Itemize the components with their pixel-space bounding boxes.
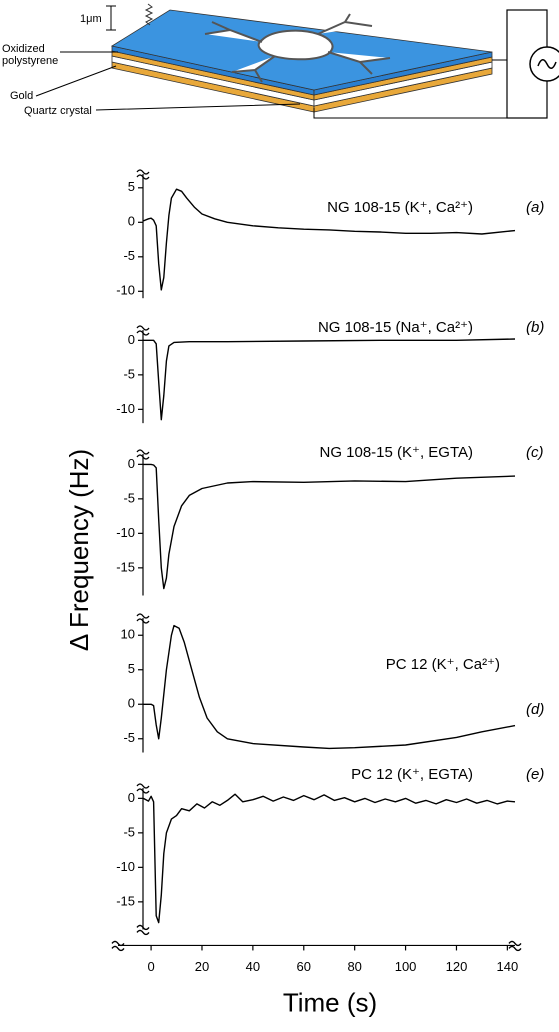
x-tick-label: 20 [195,959,209,974]
x-tick-label: 140 [497,959,519,974]
x-tick-label: 0 [147,959,154,974]
x-tick-label: 100 [395,959,417,974]
y-tick-label: -10 [116,401,135,416]
panel-title: NG 108-15 (K⁺, EGTA) [319,444,473,461]
layer-label: polystyrene [2,55,58,67]
y-tick-label: 10 [121,627,135,642]
axis-break [136,924,150,936]
wave-symbol [144,3,154,26]
x-tick-label: 40 [246,959,260,974]
gold-label: Gold [10,90,33,102]
panel-label: (d) [526,701,544,718]
y-tick-label: -10 [116,283,135,298]
panel-label: (a) [526,199,544,216]
y-tick-label: 5 [128,661,135,676]
quartz-label: Quartz crystal [24,105,92,117]
layer-label: Oxidized [2,43,45,55]
y-tick-label: 5 [128,179,135,194]
x-tick-label: 60 [297,959,311,974]
panel-title: PC 12 (K⁺, EGTA) [351,766,473,783]
x-axis-title: Time (s) [283,987,377,1017]
y-tick-label: -5 [123,366,135,381]
y-tick-label: 0 [128,214,135,229]
oscillator-symbol [537,59,557,69]
y-tick-label: -5 [123,824,135,839]
y-tick-label: -15 [116,559,135,574]
thickness-label: 1μm [80,13,102,25]
panel-title: NG 108-15 (K⁺, Ca²⁺) [327,199,473,216]
y-tick-label: -15 [116,893,135,908]
panel-label: (c) [526,444,544,461]
panel-label: (b) [526,319,544,336]
y-tick-label: 0 [128,332,135,347]
sensor-diagram: 1μm Oxidized polystyrene Gold Quartz cry… [2,3,559,119]
data-line [143,793,516,924]
axis-break [136,449,150,460]
axis-break [136,169,150,180]
panel-title: PC 12 (K⁺, Ca²⁺) [386,656,500,673]
x-tick-label: 120 [446,959,468,974]
axis-break [136,325,150,336]
y-tick-label: 0 [128,790,135,805]
panel-label: (e) [526,766,544,783]
axis-break [136,613,150,624]
axis-break [508,940,522,952]
thickness-bracket [106,5,116,31]
axis-break [111,940,125,952]
axis-break [136,783,150,794]
data-line [143,624,516,750]
data-line [143,188,516,291]
panel-title: NG 108-15 (Na⁺, Ca²⁺) [318,319,473,336]
y-tick-label: -10 [116,525,135,540]
y-tick-label: -5 [123,730,135,745]
label-leaders [35,51,301,111]
y-tick-label: -10 [116,859,135,874]
data-line [143,463,516,590]
y-tick-label: -5 [123,248,135,263]
y-tick-label: 0 [128,696,135,711]
circuit-wires [313,59,507,119]
y-tick-label: 0 [128,456,135,471]
y-tick-label: -5 [123,490,135,505]
oscillator [529,46,559,82]
cell [204,13,391,83]
data-line [143,338,516,421]
y-axis-title: Δ Frequency (Hz) [64,449,94,651]
x-tick-label: 80 [347,959,361,974]
